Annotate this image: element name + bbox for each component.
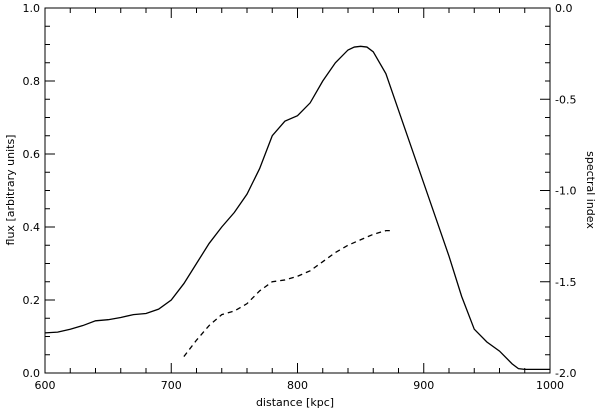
y-axis-title: flux [arbitrary units] (4, 135, 17, 246)
plot-frame (44, 7, 551, 374)
y2-tick-label: -1.0 (555, 185, 576, 198)
x-tick-label: 600 (35, 379, 56, 392)
axis-ticks (44, 7, 551, 374)
spectral-index-line (183, 229, 393, 357)
y-tick-label: 0.4 (23, 221, 41, 234)
flux-line (44, 45, 550, 371)
series-group (44, 45, 550, 371)
y2-tick-label: -0.5 (555, 93, 576, 106)
y2-tick-label: -2.0 (555, 367, 576, 380)
x-tick-label: 900 (413, 379, 434, 392)
y2-tick-label: -1.5 (555, 276, 576, 289)
x-tick-label: 800 (287, 379, 308, 392)
y-tick-label: 0.0 (23, 367, 41, 380)
plot-axes (44, 7, 551, 374)
x-tick-label: 700 (161, 379, 182, 392)
y-tick-label: 0.6 (23, 148, 41, 161)
y2-axis-title: spectral index (584, 151, 597, 229)
tick-labels: 600 700 800 900 1000 0.0 0.2 0.4 0.6 0.8 1.0 -2.0 -1… (23, 2, 577, 392)
y-tick-label: 1.0 (23, 2, 41, 15)
x-axis-title: distance [kpc] (256, 396, 334, 409)
y2-tick-label: 0.0 (555, 2, 573, 15)
x-tick-label: 1000 (536, 379, 564, 392)
y-tick-label: 0.8 (23, 75, 41, 88)
y-tick-label: 0.2 (23, 294, 41, 307)
